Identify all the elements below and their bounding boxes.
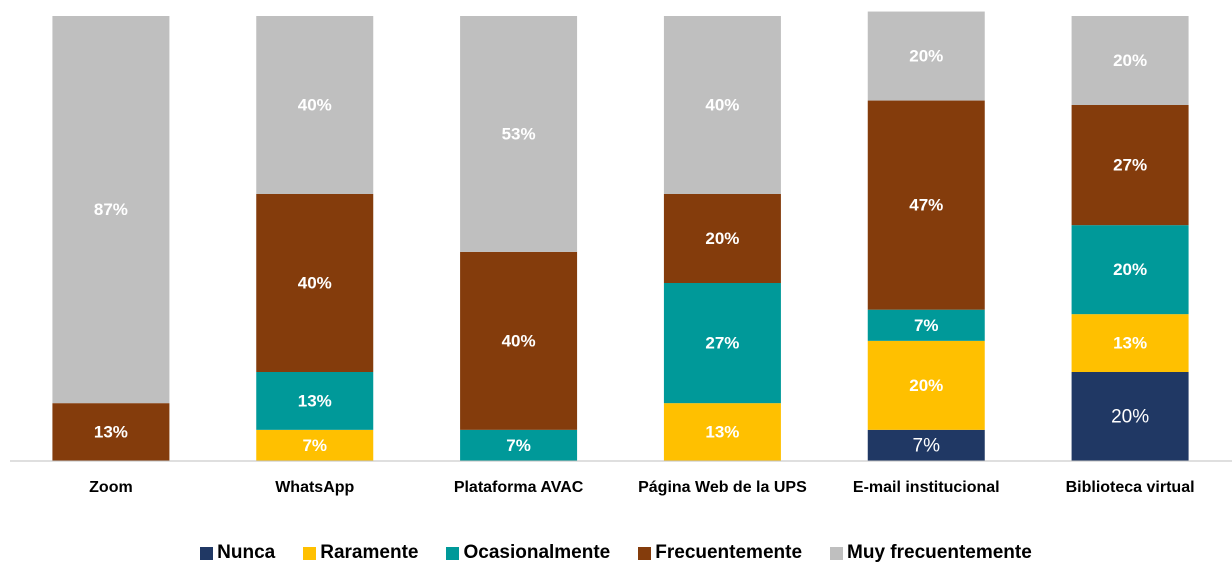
data-label: 13%	[94, 423, 128, 442]
bar-segment	[663, 16, 781, 194]
bar-segment	[867, 100, 985, 310]
data-label: 7%	[914, 316, 939, 335]
bar-segment	[663, 194, 781, 283]
data-label: 13%	[705, 423, 739, 442]
bar-segment	[867, 340, 985, 430]
bar-segment	[663, 403, 781, 461]
legend-swatch	[200, 546, 214, 560]
bar-segment	[52, 16, 170, 404]
legend-swatch	[303, 546, 317, 560]
bar-segment	[867, 429, 985, 461]
data-label: 13%	[298, 391, 332, 410]
legend-item: Frecuentemente	[638, 542, 802, 564]
data-label: 27%	[705, 334, 739, 353]
bar-segment	[256, 429, 374, 461]
data-label: 40%	[705, 95, 739, 114]
data-label: 27%	[1113, 156, 1147, 175]
bar-segment	[1071, 372, 1189, 461]
legend-label: Ocasionalmente	[463, 542, 611, 563]
x-tick-label: Plataforma AVAC	[453, 479, 584, 496]
data-label: 40%	[298, 273, 332, 292]
bar-segment	[663, 283, 781, 404]
bar-segment	[256, 194, 374, 372]
x-tick-label: Página Web de la UPS	[638, 479, 807, 496]
legend-swatch	[830, 546, 844, 560]
bar-segment	[256, 372, 374, 430]
legend-swatch	[638, 546, 652, 560]
bar-segment	[867, 309, 985, 341]
legend: Nunca Raramente Ocasionalmente Frecuentemen…	[0, 542, 1232, 564]
data-label: 20%	[909, 47, 943, 66]
data-label: 20%	[1113, 260, 1147, 279]
x-tick-label: E-mail institucional	[852, 479, 1000, 496]
legend-label: Muy frecuentemente	[847, 542, 1032, 563]
legend-item: Nunca	[200, 542, 275, 564]
data-label: 87%	[94, 200, 128, 219]
bar-segment	[1071, 105, 1189, 226]
legend-swatch	[446, 546, 460, 560]
legend-label: Frecuentemente	[655, 542, 803, 563]
data-label: 7%	[506, 436, 531, 455]
x-tick-label: WhatsApp	[275, 479, 355, 496]
data-label: 53%	[502, 124, 536, 143]
data-label: 40%	[502, 331, 536, 350]
legend-label: Raramente	[320, 542, 419, 563]
x-tick-label: Biblioteca virtual	[1065, 479, 1195, 496]
data-label: 20%	[1111, 407, 1149, 428]
bar-segment	[1071, 314, 1189, 372]
data-label: 40%	[298, 95, 332, 114]
bar-segment	[52, 403, 170, 461]
data-label: 20%	[1113, 51, 1147, 70]
bar-segment	[867, 11, 985, 101]
x-tick-label: Zoom	[89, 479, 133, 496]
legend-item: Muy frecuentemente	[830, 542, 1032, 564]
bar-segment	[460, 251, 578, 430]
bar-segment	[460, 16, 578, 252]
bar-segment	[460, 429, 578, 461]
bar-segment	[1071, 225, 1189, 315]
legend-item: Ocasionalmente	[446, 542, 610, 564]
data-label: 7%	[302, 436, 327, 455]
data-label: 20%	[909, 376, 943, 395]
data-label: 7%	[913, 435, 941, 456]
data-label: 13%	[1113, 334, 1147, 353]
bar-segment	[256, 16, 374, 194]
legend-item: Raramente	[303, 542, 418, 564]
data-label: 20%	[705, 229, 739, 248]
data-label: 47%	[909, 196, 943, 215]
bar-segment	[1071, 16, 1189, 105]
legend-label: Nunca	[217, 542, 276, 563]
